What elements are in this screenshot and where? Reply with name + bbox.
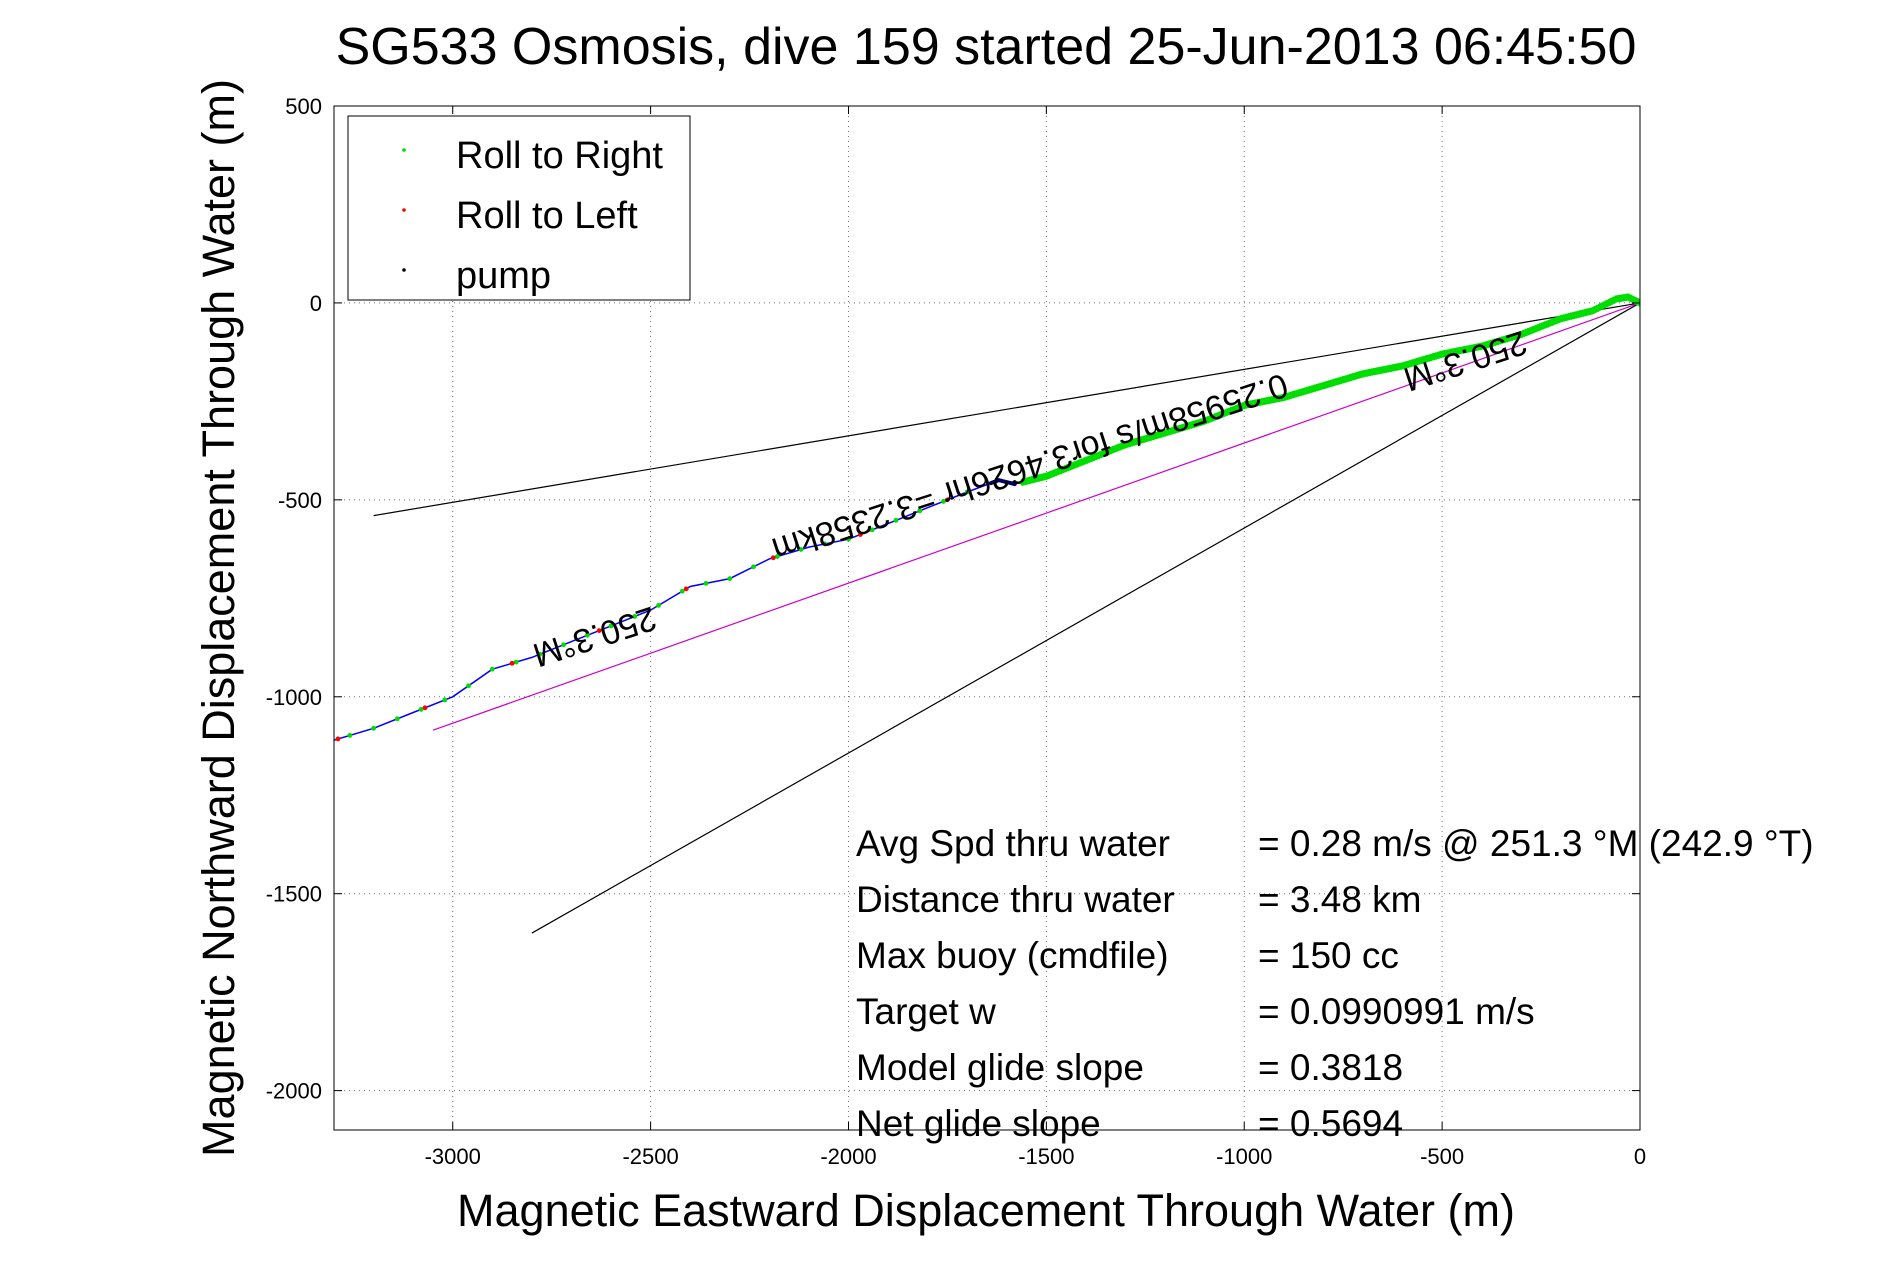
y-axis-label: Magnetic Northward Displacement Through … xyxy=(193,79,244,1157)
plot-frame xyxy=(333,105,1641,1131)
roll-left-marker xyxy=(335,736,341,742)
roll-right-marker xyxy=(846,536,851,542)
roll-right-marker xyxy=(751,564,756,570)
x-axis-label: Magnetic Eastward Displacement Through W… xyxy=(457,1185,1515,1236)
axis-ticks: -3000 -2500 -2000 -1500 -1000 -500 0 500 0 -500 -1… xyxy=(266,94,1646,1169)
x-tick-label: -1000 xyxy=(1216,1144,1272,1169)
chart-title: SG533 Osmosis, dive 159 started 25-Jun-2… xyxy=(336,18,1637,76)
roll-right-marker xyxy=(394,716,400,722)
heading-wedge-upper xyxy=(373,302,1640,517)
roll-right-marker xyxy=(798,547,804,552)
y-tick-label: -1500 xyxy=(266,882,322,907)
pump-marker xyxy=(988,481,993,486)
y-tick-label: -500 xyxy=(278,488,322,513)
stat-value-avg-speed: = 0.28 m/s @ 251.3 °M (242.9 °T) xyxy=(1258,823,1814,864)
roll-right-marker xyxy=(774,554,780,559)
roll-right-marker xyxy=(679,588,685,594)
stat-label-avg-speed: Avg Spd thru water xyxy=(856,823,1170,864)
x-tick-label: -2000 xyxy=(820,1144,876,1169)
legend-label-roll-left: Roll to Left xyxy=(456,195,638,237)
y-tick-label: 500 xyxy=(285,94,322,119)
stat-value-target-w: = 0.0990991 m/s xyxy=(1258,991,1535,1032)
legend-marker-pump xyxy=(402,268,406,272)
roll-right-marker xyxy=(584,632,590,638)
legend-marker-roll-left xyxy=(402,208,406,212)
roll-right-marker xyxy=(703,580,709,586)
roll-right-marker xyxy=(917,508,923,514)
roll-left-marker xyxy=(770,555,776,561)
stat-value-distance: = 3.48 km xyxy=(1258,879,1422,920)
track-markers xyxy=(335,293,1640,742)
roll-left-marker xyxy=(422,705,428,711)
reference-lines xyxy=(373,302,1640,934)
stat-label-model-glide: Model glide slope xyxy=(856,1047,1144,1088)
stat-label-distance: Distance thru water xyxy=(856,879,1175,920)
roll-right-marker xyxy=(893,517,899,523)
roll-left-marker xyxy=(683,586,689,592)
x-tick-label: 0 xyxy=(1634,1144,1646,1169)
roll-right-marker xyxy=(822,541,828,547)
roll-right-marker xyxy=(371,725,376,731)
roll-right-marker xyxy=(466,683,471,689)
roll-right-marker xyxy=(347,732,353,738)
x-tick-label: -500 xyxy=(1420,1144,1464,1169)
stats-block: Avg Spd thru water = 0.28 m/s @ 251.3 °M… xyxy=(856,823,1814,1144)
roll-left-marker xyxy=(857,532,863,537)
current-vector xyxy=(432,302,1640,731)
y-tick-label: 0 xyxy=(310,291,322,316)
stat-value-net-glide: = 0.5694 xyxy=(1258,1103,1403,1144)
legend-label-roll-right: Roll to Right xyxy=(456,135,663,177)
y-tick-label: -1000 xyxy=(266,685,322,710)
roll-right-marker xyxy=(418,706,424,712)
stat-value-model-glide: = 0.3818 xyxy=(1258,1047,1403,1088)
legend-label-pump: pump xyxy=(456,255,551,297)
roll-right-marker xyxy=(656,602,661,608)
roll-right-marker xyxy=(727,576,733,582)
roll-right-marker xyxy=(489,666,495,672)
roll-left-marker xyxy=(945,497,950,503)
stat-label-max-buoy: Max buoy (cmdfile) xyxy=(856,935,1169,976)
roll-left-marker xyxy=(509,660,515,666)
roll-right-marker xyxy=(964,489,970,495)
roll-right-marker xyxy=(442,697,448,703)
stat-label-net-glide: Net glide slope xyxy=(856,1103,1101,1144)
roll-right-marker xyxy=(869,527,875,533)
roll-right-marker xyxy=(513,659,519,665)
roll-right-marker xyxy=(1020,481,1025,486)
roll-right-marker xyxy=(537,651,543,657)
stat-value-max-buoy: = 150 cc xyxy=(1258,935,1399,976)
y-tick-label: -2000 xyxy=(266,1079,322,1104)
heading-wedge-lower xyxy=(531,302,1640,934)
legend-marker-roll-right xyxy=(402,148,406,152)
x-tick-label: -1500 xyxy=(1018,1144,1074,1169)
roll-left-marker xyxy=(596,628,602,634)
legend: Roll to Right Roll to Left pump xyxy=(347,115,691,301)
roll-right-marker xyxy=(561,642,566,648)
roll-right-marker xyxy=(632,614,638,619)
stat-label-target-w: Target w xyxy=(856,991,996,1032)
roll-right-marker xyxy=(941,499,946,504)
x-tick-label: -2500 xyxy=(622,1144,678,1169)
roll-right-marker xyxy=(608,623,614,629)
x-tick-label: -3000 xyxy=(425,1144,481,1169)
